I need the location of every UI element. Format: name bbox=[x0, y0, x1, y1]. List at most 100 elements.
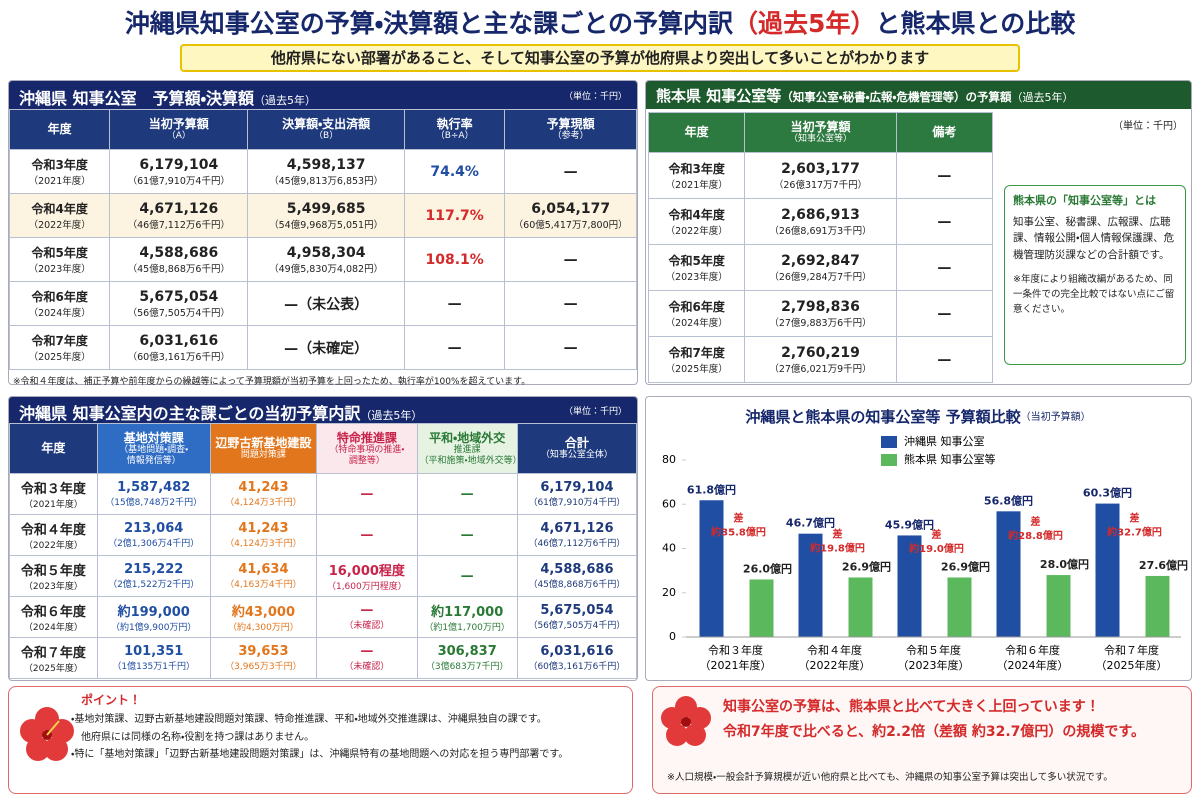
unit: （単位：千円） bbox=[563, 92, 627, 102]
cell-line: （B） bbox=[314, 131, 339, 142]
value-label: 26.9億円 bbox=[941, 559, 990, 573]
table-cell: 16,000程度 （1,600万円程度） bbox=[316, 555, 418, 597]
cell-line: 令和5年度 bbox=[668, 254, 725, 268]
table-cell: 約43,000 （約4,300万円） bbox=[209, 596, 318, 638]
difference-label: 差 bbox=[932, 528, 942, 541]
table-cell: — bbox=[895, 152, 994, 199]
cell-line: 6,179,104 bbox=[139, 156, 219, 173]
table-cell: — bbox=[895, 336, 994, 383]
unit: （単位：千円） bbox=[1113, 121, 1183, 132]
header-detail: （知事公室・秘書・広報・危機管理等）の予算額 bbox=[781, 90, 1012, 104]
cell-line: 年度 bbox=[684, 125, 709, 140]
page-title: 沖縄県知事公室の予算・決算額と主な課ごとの予算内訳（過去5年）と熊本県との比較 bbox=[0, 4, 1200, 40]
table-cell: 令和5年度 （2023年度） bbox=[8, 237, 111, 282]
cell-line: （61億7,910万4千円） bbox=[127, 175, 230, 187]
cell-line: （2022年度） bbox=[23, 541, 83, 551]
table-cell: 74.4% bbox=[403, 149, 506, 194]
cell-line: — bbox=[937, 351, 952, 368]
cell-line: 約43,000 bbox=[231, 605, 295, 620]
table-cell: 令和6年度 （2024年度） bbox=[647, 290, 746, 337]
point-item: 他府県には同様の名称・役割を持つ課はありません。 bbox=[71, 731, 315, 743]
cell-line: （60億3,161万6千円） bbox=[528, 662, 626, 672]
difference-label: 約32.7億円 bbox=[1106, 525, 1162, 538]
table-cell: —（未確定） bbox=[247, 325, 405, 370]
table-cell: 令和5年度 （2023年度） bbox=[647, 244, 746, 291]
cell-line: （26億9,284万7千円） bbox=[769, 271, 872, 283]
cell-line: （2023年度） bbox=[665, 272, 728, 283]
cell-line: 問題対策課 bbox=[240, 450, 286, 461]
x-tick-label: （2025年度） bbox=[1096, 658, 1168, 672]
cell-line: （2025年度） bbox=[28, 352, 91, 363]
table-cell: — bbox=[895, 198, 994, 245]
table-cell: 4,598,137 （45億9,813万6,853円） bbox=[247, 149, 405, 194]
cell-line: — bbox=[360, 603, 374, 618]
table-cell: 41,243 （4,124万3千円） bbox=[209, 473, 318, 515]
table-cell: — bbox=[895, 290, 994, 337]
side-box: 熊本県の「知事公室等」とは 知事公室、秘書課、広報課、広聴課、情報公開・個人情報… bbox=[1004, 185, 1186, 365]
table-cell: 約117,000 （約1億1,700万円） bbox=[416, 596, 518, 638]
cell-line: — bbox=[563, 295, 578, 312]
cell-line: 41,243 bbox=[238, 521, 289, 536]
cell-line: — bbox=[360, 527, 374, 543]
cell-line: （2021年度） bbox=[28, 176, 91, 187]
cell-line: 令和4年度 bbox=[31, 202, 88, 216]
table-cell: — bbox=[504, 325, 637, 370]
unit: （単位：千円） bbox=[563, 407, 627, 417]
cell-line: — bbox=[563, 163, 578, 180]
table: 年度 基地対策課 （基地問題・調査・ 情報発信等） 辺野古新基地建設 問題対策課 特命推進課… bbox=[9, 423, 638, 679]
cell-line: （49億5,830万4,082円） bbox=[269, 263, 384, 275]
cell-line: 4,588,686 bbox=[139, 244, 219, 261]
table-cell: 令和５年度 （2023年度） bbox=[9, 555, 98, 597]
cell-line: 306,837 bbox=[437, 644, 497, 659]
points-list: ・基地対策課、辺野古新基地建設問題対策課、特命推進課、平和・地域外交推進課は、沖… bbox=[71, 711, 568, 764]
cell-line: 6,179,104 bbox=[540, 480, 614, 495]
table-row: 令和5年度 （2023年度） 4,588,686 （45億8,868万6千円） 4,95… bbox=[8, 237, 637, 282]
table-cell: 令和3年度 （2021年度） bbox=[8, 149, 111, 194]
difference-label: 約28.8億円 bbox=[1007, 529, 1063, 542]
table-cell: — bbox=[895, 244, 994, 291]
cell-line: 5,675,054 bbox=[540, 603, 614, 618]
cell-line: 令和5年度 bbox=[31, 246, 88, 260]
table-cell: 約199,000 （約1億9,900万円） bbox=[96, 596, 211, 638]
value-label: 27.6億円 bbox=[1139, 558, 1188, 572]
cell-line: （2022年度） bbox=[28, 220, 91, 231]
cell-line: 基地対策課 bbox=[123, 430, 184, 445]
legend-label: 沖縄県 知事公室 bbox=[904, 434, 985, 448]
cell-line: （27億9,883万6千円） bbox=[769, 317, 872, 329]
title-part: 沖縄県知事公室の予算・決算額と主な課ごとの予算内訳 bbox=[124, 9, 734, 38]
table-row: 令和５年度 （2023年度） 215,222 （2億1,522万2千円） 41,634 （… bbox=[9, 555, 638, 597]
column-header: 決算額・支出済額 （B） bbox=[247, 109, 405, 150]
column-header: 予算現額 （参考） bbox=[504, 109, 637, 150]
hibiscus-icon bbox=[661, 696, 711, 746]
cell-line: 執行率 bbox=[436, 116, 473, 131]
cell-line: — bbox=[360, 486, 374, 502]
table-row: 令和6年度 （2024年度） 5,675,054 （56億7,505万4千円） —（未公… bbox=[8, 281, 637, 326]
table-cell: 4,671,126 （46億7,112万6千円） bbox=[516, 514, 638, 556]
side-note: ※年度により組織改編があるため、同一条件での完全比較ではない点にご留意ください。 bbox=[1013, 273, 1175, 316]
x-tick-label: （2021年度） bbox=[700, 658, 772, 672]
okinawa-panel: 沖縄県 知事公室 予算額・決算額（過去5年） （単位：千円） 年度 当初予算額 （A）… bbox=[8, 80, 638, 387]
table-cell: 6,179,104 （61億7,910万4千円） bbox=[109, 149, 249, 194]
table-row: 令和4年度 （2022年度） 4,671,126 （46億7,112万6千円） 5,49… bbox=[8, 193, 637, 238]
table-cell: — bbox=[403, 281, 506, 326]
cell-line: 4,598,137 bbox=[286, 156, 366, 173]
table-cell: 5,499,685 （54億9,968万5,051円） bbox=[247, 193, 405, 238]
conclusion-line: 令和7年度で比べると、約2.2倍（差額 約32.7億円）の規模です。 bbox=[723, 723, 1145, 740]
table-row: 令和6年度 （2024年度） 2,798,836 （27億9,883万6千円） — bbox=[647, 290, 994, 337]
title-part: （過去5年） bbox=[733, 9, 876, 38]
cell-line: （1億135万1千円） bbox=[112, 662, 196, 672]
cell-line: （45億8,868万6千円） bbox=[127, 263, 230, 275]
cell-line: — bbox=[460, 568, 474, 584]
cell-line: （27億6,021万9千円） bbox=[769, 363, 872, 375]
cell-line: 令和3年度 bbox=[668, 162, 725, 176]
table-cell: 1,587,482 （15億8,748万2千円） bbox=[96, 473, 211, 515]
points-title: ポイント！ bbox=[81, 693, 142, 707]
legend-label: 熊本県 知事公室等 bbox=[904, 452, 996, 466]
cell-line: 当初予算額 bbox=[148, 116, 209, 131]
cell-line: — bbox=[360, 644, 374, 659]
bar bbox=[897, 535, 922, 637]
table-cell: 41,634 （4,163万4千円） bbox=[209, 555, 318, 597]
table-cell: — bbox=[504, 149, 637, 194]
chart: 沖縄県と熊本県の知事公室等 予算額比較（当初予算額） 0 20 40 60 80 沖縄県 … bbox=[662, 408, 1188, 673]
